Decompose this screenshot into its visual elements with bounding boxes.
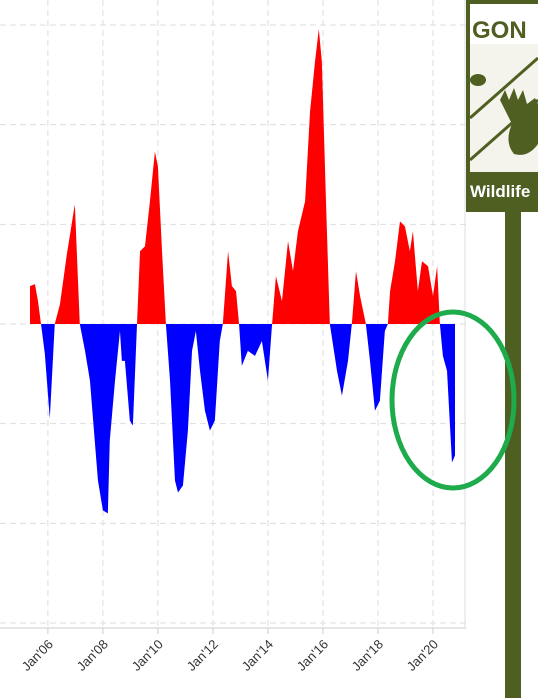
sign-bottom-text: Wildlife [470,182,530,201]
x-tick-label: Jan'06 [19,637,56,674]
x-tick-label: Jan'08 [74,637,111,674]
sign-post [505,200,521,698]
x-tick-label: Jan'16 [294,637,331,674]
x-tick-label: Jan'14 [239,637,276,674]
x-tick-label: Jan'12 [184,637,221,674]
sign-icon [470,74,486,86]
highlight-ellipse [389,309,517,491]
sign-header [470,4,538,44]
plot-area [0,0,466,628]
sign-deer [500,88,538,155]
sign: GON Wildlife [466,0,538,698]
sign-top-text: GON [472,17,527,44]
x-tick-label: Jan'20 [404,637,441,674]
sign-footer [470,172,538,208]
x-tick-label: Jan'18 [349,637,386,674]
x-tick-label: Jan'10 [129,637,166,674]
sign-line [469,56,538,120]
area [30,28,455,514]
